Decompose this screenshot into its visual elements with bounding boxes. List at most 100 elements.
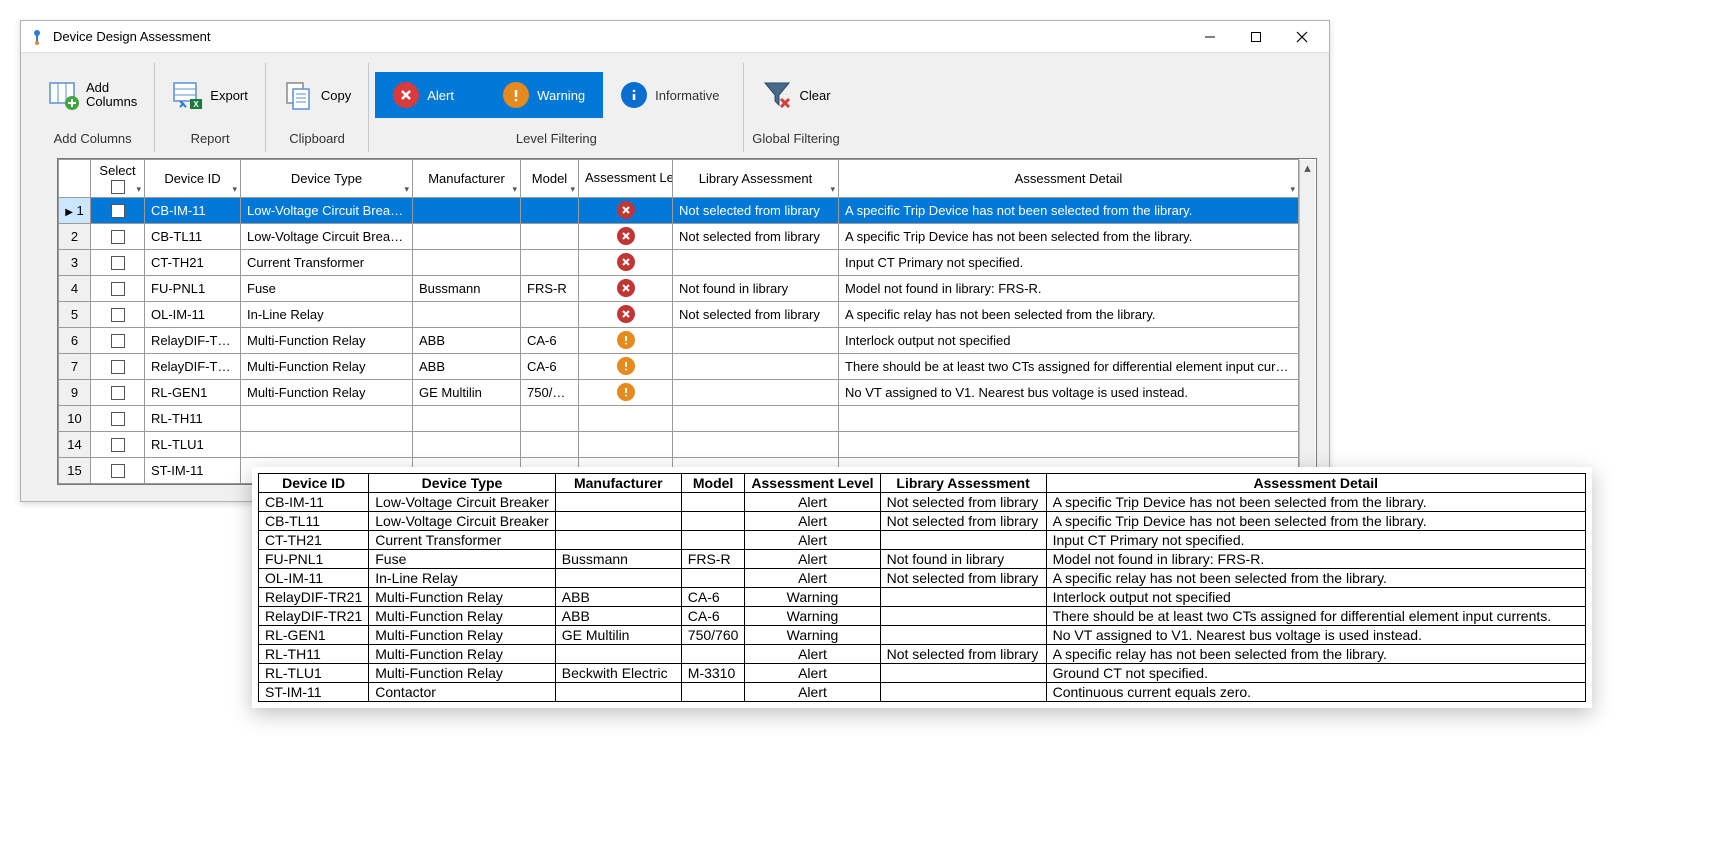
grid-header-device-type[interactable]: Device Type▾ (241, 160, 413, 198)
row-select-cell[interactable] (91, 327, 145, 353)
cell-assessment-detail: There should be at least two CTs assigne… (1046, 607, 1585, 626)
alert-badge-icon (617, 253, 635, 271)
cell-assessment-level (579, 353, 673, 379)
row-indicator-cell: 3 (59, 249, 91, 275)
table-row[interactable]: 3CT-TH21Current TransformerInput CT Prim… (59, 249, 1299, 275)
row-indicator-cell: 9 (59, 379, 91, 405)
copy-label: Copy (321, 88, 351, 103)
cell-assessment-level: Alert (745, 683, 880, 702)
row-select-cell[interactable] (91, 431, 145, 457)
cell-manufacturer (413, 431, 521, 457)
cell-assessment-detail: A specific Trip Device has not been sele… (1046, 512, 1585, 531)
cell-library-assessment: Not selected from library (880, 512, 1046, 531)
grid-header-assessment-detail[interactable]: Assessment Detail▾ (839, 160, 1299, 198)
row-checkbox[interactable] (111, 464, 125, 478)
cell-manufacturer (413, 405, 521, 431)
cell-device-type: In-Line Relay (369, 569, 556, 588)
cell-device-id: CT-TH21 (259, 531, 369, 550)
cell-assessment-level (579, 379, 673, 405)
filter-warning-button[interactable]: Warning (485, 72, 603, 118)
row-checkbox[interactable] (111, 438, 125, 452)
row-select-cell[interactable] (91, 301, 145, 327)
grid-table: Select ▾ Device ID▾ Device Type▾ Manufac… (58, 159, 1299, 484)
export-button[interactable]: X Export (161, 72, 259, 118)
table-row[interactable]: 9RL-GEN1Multi-Function RelayGE Multilin7… (59, 379, 1299, 405)
row-checkbox[interactable] (111, 230, 125, 244)
cell-device-id: ST-IM-11 (145, 457, 241, 483)
cell-manufacturer (555, 569, 681, 588)
filter-informative-button[interactable]: Informative (603, 72, 737, 118)
cell-assessment-detail: A specific Trip Device has not been sele… (1046, 493, 1585, 512)
cell-manufacturer (555, 493, 681, 512)
cell-device-id: RL-TH11 (259, 645, 369, 664)
row-select-cell[interactable] (91, 405, 145, 431)
table-row[interactable]: 2CB-TL11Low-Voltage Circuit BreakerNot s… (59, 223, 1299, 249)
table-row[interactable]: 6RelayDIF-TR21Multi-Function RelayABBCA-… (59, 327, 1299, 353)
row-checkbox[interactable] (111, 412, 125, 426)
table-row[interactable]: 14RL-TLU1 (59, 431, 1299, 457)
add-columns-button[interactable]: Add Columns (37, 72, 148, 118)
row-select-cell[interactable] (91, 457, 145, 483)
row-checkbox[interactable] (111, 204, 125, 218)
alert-badge-icon (617, 305, 635, 323)
table-row: CB-IM-11Low-Voltage Circuit BreakerAlert… (259, 493, 1586, 512)
row-select-cell[interactable] (91, 197, 145, 223)
table-row[interactable]: 7RelayDIF-TR21Multi-Function RelayABBCA-… (59, 353, 1299, 379)
alert-badge-icon (617, 279, 635, 297)
row-checkbox[interactable] (111, 282, 125, 296)
grid-header-model[interactable]: Model▾ (521, 160, 579, 198)
table-row: RL-TLU1Multi-Function RelayBeckwith Elec… (259, 664, 1586, 683)
cell-assessment-level: Warning (745, 626, 880, 645)
cell-assessment-detail (839, 405, 1299, 431)
cell-library-assessment (880, 664, 1046, 683)
grid-header-select[interactable]: Select ▾ (91, 160, 145, 198)
filter-alert-button[interactable]: Alert (375, 72, 485, 118)
plain-header-model: Model (681, 474, 745, 493)
row-checkbox[interactable] (111, 308, 125, 322)
cell-device-type: Multi-Function Relay (369, 645, 556, 664)
cell-library-assessment: Not selected from library (673, 197, 839, 223)
maximize-button[interactable] (1233, 22, 1279, 52)
cell-device-type: Low-Voltage Circuit Breaker (369, 493, 556, 512)
cell-device-id: FU-PNL1 (259, 550, 369, 569)
grid-header-library-assessment[interactable]: Library Assessment▾ (673, 160, 839, 198)
clear-filter-button[interactable]: Clear (750, 72, 841, 118)
row-select-cell[interactable] (91, 223, 145, 249)
row-select-cell[interactable] (91, 353, 145, 379)
cell-model: CA-6 (521, 353, 579, 379)
minimize-button[interactable] (1187, 22, 1233, 52)
window-title: Device Design Assessment (53, 29, 211, 44)
main-window: Device Design Assessment Add Columns (20, 20, 1330, 502)
cell-model: 750/760 (681, 626, 745, 645)
row-checkbox[interactable] (111, 334, 125, 348)
grid-header-device-id[interactable]: Device ID▾ (145, 160, 241, 198)
table-row[interactable]: 4FU-PNL1FuseBussmannFRS-RNot found in li… (59, 275, 1299, 301)
table-row[interactable]: ▶ 1CB-IM-11Low-Voltage Circuit BreakerNo… (59, 197, 1299, 223)
row-select-cell[interactable] (91, 275, 145, 301)
filter-informative-label: Informative (655, 88, 719, 103)
cell-model: FRS-R (681, 550, 745, 569)
row-checkbox[interactable] (111, 386, 125, 400)
cell-library-assessment: Not found in library (880, 550, 1046, 569)
close-button[interactable] (1279, 22, 1325, 52)
cell-device-type: In-Line Relay (241, 301, 413, 327)
grid-scrollbar[interactable]: ▴ (1299, 160, 1315, 483)
row-select-cell[interactable] (91, 249, 145, 275)
scroll-up-icon[interactable]: ▴ (1300, 160, 1315, 176)
copy-button[interactable]: Copy (272, 72, 362, 118)
cell-device-type: Multi-Function Relay (241, 353, 413, 379)
select-all-checkbox[interactable] (111, 180, 125, 194)
cell-assessment-detail: Input CT Primary not specified. (839, 249, 1299, 275)
grid-header-manufacturer[interactable]: Manufacturer▾ (413, 160, 521, 198)
cell-library-assessment (673, 249, 839, 275)
app-icon (29, 29, 45, 45)
row-select-cell[interactable] (91, 379, 145, 405)
table-row[interactable]: 5OL-IM-11In-Line RelayNot selected from … (59, 301, 1299, 327)
row-checkbox[interactable] (111, 360, 125, 374)
cell-device-id: CB-IM-11 (145, 197, 241, 223)
grid-header-assessment-level[interactable]: Assessment Level (579, 160, 673, 198)
table-row[interactable]: 10RL-TH11 (59, 405, 1299, 431)
group-label-level-filtering: Level Filtering (516, 127, 597, 146)
export-preview-table: Device ID Device Type Manufacturer Model… (252, 467, 1592, 708)
row-checkbox[interactable] (111, 256, 125, 270)
